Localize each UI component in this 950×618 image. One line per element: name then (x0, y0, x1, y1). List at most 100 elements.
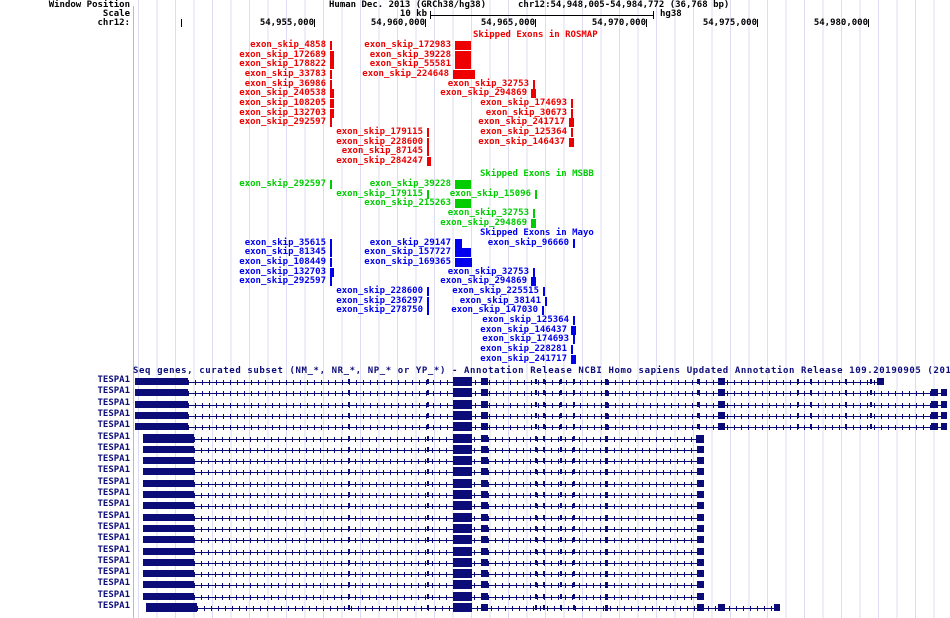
gene-exon[interactable] (535, 458, 537, 463)
gene-label[interactable]: TESPA1 (97, 567, 130, 577)
skip-exon-label[interactable]: exon_skip_284247 (336, 156, 423, 166)
gene-exon[interactable] (481, 412, 488, 419)
skip-exon-label[interactable]: exon_skip_178822 (239, 59, 326, 69)
skip-exon-marker[interactable] (330, 109, 334, 118)
gene-exon[interactable] (427, 436, 429, 441)
skip-exon-marker[interactable] (427, 157, 431, 166)
gene-exon[interactable] (697, 390, 700, 395)
gene-exon[interactable] (453, 580, 472, 589)
gene-exon[interactable] (535, 413, 537, 418)
gene-exon[interactable] (845, 413, 847, 418)
skip-exon-label[interactable]: exon_skip_224648 (362, 69, 449, 79)
skip-exon-marker[interactable] (330, 60, 334, 69)
gene-exon[interactable] (348, 537, 350, 542)
skip-exon-label[interactable]: exon_skip_228281 (480, 344, 567, 354)
gene-exon[interactable] (573, 458, 575, 463)
gene-exon[interactable] (605, 549, 608, 555)
gene-exon[interactable] (941, 401, 947, 408)
gene-exon[interactable] (797, 390, 799, 395)
gene-exon[interactable] (348, 515, 350, 520)
gene-exon[interactable] (697, 604, 704, 611)
gene-exon[interactable] (605, 413, 608, 419)
skip-exon-marker[interactable] (427, 190, 429, 199)
gene-exon[interactable] (697, 581, 704, 588)
gene-exon[interactable] (573, 526, 575, 531)
gene-exon[interactable] (810, 379, 812, 384)
gene-exon[interactable] (535, 560, 537, 565)
gene-exon[interactable] (718, 423, 725, 430)
gene-exon[interactable] (453, 592, 472, 601)
gene-exon[interactable] (427, 605, 429, 610)
gene-cds-bar[interactable] (143, 593, 194, 600)
gene-exon[interactable] (427, 390, 429, 395)
gene-exon[interactable] (543, 571, 545, 576)
skip-exon-label[interactable]: exon_skip_179115 (336, 189, 423, 199)
gene-exon[interactable] (560, 447, 562, 452)
gene-exon[interactable] (543, 549, 545, 554)
gene-cds-bar[interactable] (143, 480, 194, 487)
skip-exon-marker[interactable] (531, 89, 536, 98)
gene-cds-bar[interactable] (143, 525, 194, 532)
gene-exon[interactable] (697, 468, 704, 475)
gene-exon[interactable] (560, 594, 562, 599)
skip-exon-marker[interactable] (455, 180, 471, 189)
gene-exon[interactable] (481, 570, 488, 577)
gene-exon[interactable] (573, 549, 575, 554)
gene-exon[interactable] (543, 447, 545, 452)
gene-exon[interactable] (560, 560, 562, 565)
skip-exon-marker[interactable] (531, 277, 536, 286)
gene-exon[interactable] (535, 571, 537, 576)
skip-exon-marker[interactable] (545, 297, 547, 306)
gene-exon[interactable] (535, 402, 537, 407)
skip-exon-marker[interactable] (533, 268, 535, 277)
skip-exon-marker[interactable] (427, 138, 429, 147)
skip-exon-label[interactable]: exon_skip_157727 (364, 247, 451, 257)
gene-exon[interactable] (560, 537, 562, 542)
gene-exon[interactable] (481, 435, 488, 442)
gene-exon[interactable] (543, 402, 545, 407)
gene-exon[interactable] (535, 582, 537, 587)
skip-exon-label[interactable]: exon_skip_32753 (447, 79, 529, 89)
gene-exon[interactable] (605, 605, 608, 611)
gene-exon[interactable] (481, 548, 488, 555)
gene-label[interactable]: TESPA1 (97, 443, 130, 453)
gene-exon[interactable] (453, 501, 472, 510)
skip-exon-label[interactable]: exon_skip_172689 (239, 50, 326, 60)
gene-exon[interactable] (453, 400, 472, 409)
skip-exon-marker[interactable] (571, 345, 573, 354)
gene-exon[interactable] (718, 412, 725, 419)
gene-exon[interactable] (348, 469, 350, 474)
gene-exon[interactable] (697, 593, 704, 600)
skip-exon-label[interactable]: exon_skip_146437 (478, 137, 565, 147)
gene-exon[interactable] (481, 593, 488, 600)
skip-exon-label[interactable]: exon_skip_174693 (480, 98, 567, 108)
skip-exon-marker[interactable] (455, 248, 471, 257)
gene-exon[interactable] (535, 390, 537, 395)
gene-exon[interactable] (797, 424, 799, 429)
skip-exon-marker[interactable] (330, 258, 332, 267)
gene-exon[interactable] (697, 536, 704, 543)
skip-exon-label[interactable]: exon_skip_81345 (244, 247, 326, 257)
gene-exon[interactable] (481, 536, 488, 543)
skip-exon-marker[interactable] (330, 41, 332, 50)
gene-cds-bar[interactable] (143, 468, 194, 475)
gene-exon[interactable] (573, 469, 575, 474)
gene-exon[interactable] (560, 379, 562, 384)
skip-exon-label[interactable]: exon_skip_292597 (239, 179, 326, 189)
gene-exon[interactable] (453, 569, 472, 578)
gene-label[interactable]: TESPA1 (97, 578, 130, 588)
gene-cds-bar[interactable] (135, 378, 188, 385)
gene-label[interactable]: TESPA1 (97, 545, 130, 555)
gene-exon[interactable] (560, 571, 562, 576)
skip-exon-label[interactable]: exon_skip_278750 (336, 305, 423, 315)
gene-exon[interactable] (481, 502, 488, 509)
gene-exon[interactable] (348, 526, 350, 531)
skip-exon-marker[interactable] (330, 277, 332, 286)
gene-exon[interactable] (348, 594, 350, 599)
skip-exon-marker[interactable] (571, 326, 576, 335)
gene-exon[interactable] (718, 401, 725, 408)
gene-exon[interactable] (453, 547, 472, 556)
gene-exon[interactable] (348, 605, 350, 610)
gene-exon[interactable] (697, 570, 704, 577)
gene-exon[interactable] (543, 458, 545, 463)
